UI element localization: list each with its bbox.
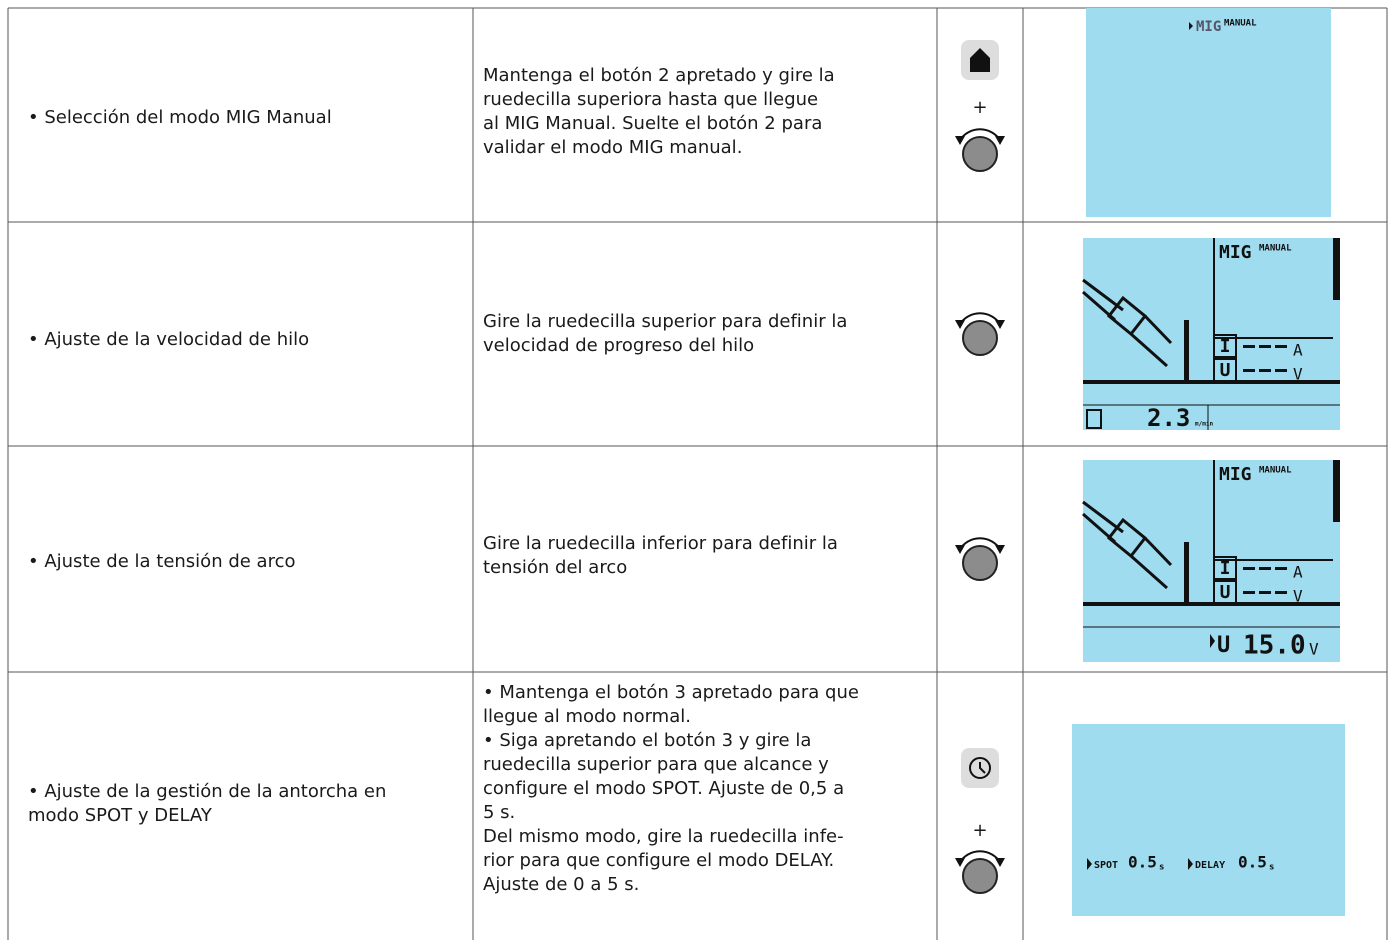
lcd-value: 0.5 — [1128, 853, 1157, 872]
lcd-torch — [1082, 278, 1173, 368]
lcd-dash — [1259, 345, 1271, 348]
lcd-unit: A — [1293, 341, 1303, 360]
lcd-label: SPOT — [1094, 860, 1118, 871]
knob — [954, 850, 1006, 894]
lcd-box — [1213, 334, 1237, 358]
instruction-line: ruedecilla superiora hasta que llegue — [483, 89, 818, 110]
lcd-mode: MIG — [1219, 464, 1252, 485]
lcd-ground — [1083, 380, 1340, 384]
lcd-value: 0.5 — [1238, 853, 1267, 872]
plus: + — [972, 97, 987, 118]
instruction-line: 5 s. — [483, 802, 515, 823]
lcd-dash — [1275, 369, 1287, 372]
lcd-torch — [1082, 500, 1173, 590]
instruction-line: • Mantenga el botón 3 apretado para que — [483, 682, 859, 703]
lcd-unit: V — [1309, 640, 1319, 659]
plus: + — [972, 820, 987, 841]
lcd-value: 2.3 — [1147, 404, 1190, 432]
lcd-label: I — [1220, 336, 1231, 357]
lcd-unit: V — [1293, 365, 1303, 384]
knob — [954, 537, 1006, 581]
lcd-label: I — [1220, 558, 1231, 579]
lcd-screen: MIG MANUAL I A U V 2.3 m/min — [1082, 238, 1340, 432]
lcd-label: DELAY — [1195, 860, 1225, 871]
instruction-line: al MIG Manual. Suelte el botón 2 para — [483, 113, 822, 134]
lcd-unit: V — [1293, 587, 1303, 606]
action: • Ajuste de la tensión de arco — [28, 551, 296, 572]
lcd-mode: MIG — [1219, 242, 1252, 263]
lcd-dash — [1243, 591, 1255, 594]
lcd-label: U — [1217, 633, 1230, 658]
instruction-line: rior para que configure el modo DELAY. — [483, 850, 834, 871]
lcd-icon — [1086, 409, 1102, 429]
instruction-line: Mantenga el botón 2 apretado y gire la — [483, 65, 835, 86]
lcd-bar — [1333, 460, 1340, 522]
lcd-bar — [1333, 238, 1340, 300]
controls: + + — [954, 40, 1006, 894]
lcd-mode: MIG — [1196, 19, 1221, 35]
lcd-dash — [1243, 369, 1255, 372]
instruction-line: ruedecilla superior para que alcance y — [483, 754, 829, 775]
action: modo SPOT y DELAY — [28, 805, 213, 826]
lcd-dash — [1259, 369, 1271, 372]
knob — [954, 312, 1006, 356]
lcd-sub: MANUAL — [1224, 19, 1257, 29]
lcd-pointer — [1210, 634, 1215, 648]
action: • Selección del modo MIG Manual — [28, 107, 332, 128]
lcd-label: U — [1220, 360, 1231, 381]
knob — [954, 128, 1006, 172]
lcd-dash — [1243, 567, 1255, 570]
instruction-line: configure el modo SPOT. Ajuste de 0,5 a — [483, 778, 844, 799]
lcd-ground — [1083, 602, 1340, 606]
lcd-dash — [1275, 567, 1287, 570]
lcd-value: 15.0 — [1243, 631, 1306, 661]
lcd-box — [1213, 556, 1237, 580]
instructions: Mantenga el botón 2 apretado y gire la ru… — [483, 65, 859, 895]
lcd-unit: m/min — [1195, 421, 1213, 428]
lcd-unit: s — [1159, 863, 1164, 873]
table-grid — [7, 7, 1388, 940]
instruction-line: llegue al modo normal. — [483, 706, 691, 727]
lcd-box — [1213, 358, 1237, 382]
instruction-line: tensión del arco — [483, 557, 627, 578]
lcd-screen: MIG MANUAL — [1086, 8, 1331, 217]
lcd-wire — [1184, 320, 1189, 380]
lcd-wire — [1184, 542, 1189, 602]
instruction-line: • Siga apretando el botón 3 y gire la — [483, 730, 811, 751]
lcd-dash — [1243, 345, 1255, 348]
lcd-dash — [1275, 591, 1287, 594]
instruction-line: velocidad de progreso del hilo — [483, 335, 754, 356]
lcd-unit: s — [1269, 863, 1274, 873]
instruction-line: Gire la ruedecilla inferior para definir… — [483, 533, 838, 554]
action: • Ajuste de la velocidad de hilo — [28, 329, 309, 350]
lcd-unit: A — [1293, 563, 1303, 582]
instruction-line: Del mismo modo, gire la ruedecilla infe- — [483, 826, 844, 847]
lcd-box — [1213, 580, 1237, 604]
lcd-label: U — [1220, 582, 1231, 603]
instruction-line: Gire la ruedecilla superior para definir… — [483, 311, 847, 332]
instruction-line: Ajuste de 0 a 5 s. — [483, 874, 639, 895]
lcd-dash — [1275, 345, 1287, 348]
lcd-dash — [1259, 591, 1271, 594]
lcd-screen: SPOT 0.5 s DELAY 0.5 s — [1072, 724, 1345, 916]
lcd-bg — [1083, 238, 1340, 430]
action: • Ajuste de la gestión de la antorcha en — [28, 781, 386, 802]
lcd-sub: MANUAL — [1259, 244, 1292, 254]
lcd-dash — [1259, 567, 1271, 570]
lcd-sub: MANUAL — [1259, 466, 1292, 476]
instruction-line: validar el modo MIG manual. — [483, 137, 742, 158]
